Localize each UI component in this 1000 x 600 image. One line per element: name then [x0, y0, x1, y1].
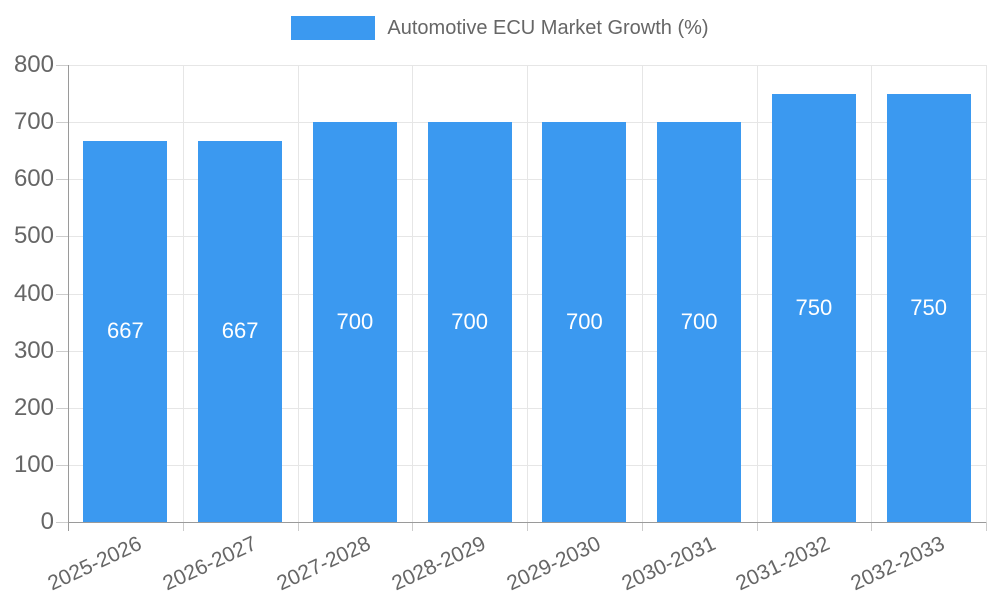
bar — [657, 122, 742, 522]
bar — [312, 122, 397, 522]
gridline-v — [412, 65, 414, 522]
y-tick-label: 500 — [13, 222, 54, 250]
bar — [886, 93, 971, 522]
x-tick-mark — [986, 522, 987, 531]
y-tick-label: 100 — [13, 450, 54, 478]
x-tick-mark — [527, 522, 528, 531]
x-axis-line — [68, 522, 986, 523]
y-tick-label: 0 — [40, 508, 54, 535]
y-tick-mark — [56, 464, 68, 466]
x-tick-mark — [182, 522, 184, 531]
x-tick-mark — [756, 522, 758, 531]
x-tick-label: 2030-2031 — [618, 532, 719, 596]
x-tick-label: 2028-2029 — [388, 532, 490, 596]
bar — [427, 122, 512, 522]
chart-legend[interactable]: Automotive ECU Market Growth (%) — [0, 16, 1000, 40]
x-tick-label: 2029-2030 — [503, 532, 605, 596]
y-tick-label: 400 — [13, 279, 54, 307]
y-tick-mark — [56, 122, 68, 124]
bar — [83, 140, 168, 522]
bar — [542, 122, 627, 522]
bar-value-label: 667 — [221, 318, 259, 344]
gridline-v — [527, 65, 528, 522]
y-tick-mark — [56, 236, 68, 238]
gridline-v — [182, 65, 184, 522]
y-tick-mark — [56, 407, 68, 409]
y-tick-mark — [56, 293, 68, 295]
y-tick-label: 700 — [13, 108, 54, 136]
bar — [771, 93, 856, 522]
y-tick-label: 300 — [13, 336, 54, 364]
gridline-v — [986, 65, 987, 522]
x-tick-label: 2032-2033 — [847, 532, 949, 596]
bar-value-label: 750 — [795, 294, 833, 320]
y-tick-label: 200 — [13, 393, 54, 421]
y-tick-label: 800 — [13, 51, 54, 78]
gridline-v — [641, 65, 643, 522]
bar-value-label: 700 — [451, 309, 488, 335]
x-tick-mark — [871, 522, 873, 531]
bar-value-label: 700 — [566, 309, 603, 335]
x-tick-label: 2031-2032 — [732, 532, 834, 596]
x-tick-mark — [297, 522, 299, 531]
bar-value-label: 667 — [107, 318, 144, 344]
y-tick-mark — [56, 179, 68, 181]
gridline-v — [297, 65, 299, 522]
x-tick-label: 2027-2028 — [273, 532, 375, 596]
y-axis-line — [68, 65, 69, 531]
gridline-v — [871, 65, 873, 522]
legend-label: Automotive ECU Market Growth (%) — [387, 16, 709, 39]
x-tick-label: 2026-2027 — [159, 532, 260, 596]
legend-swatch — [291, 16, 376, 40]
x-tick-label: 2025-2026 — [44, 532, 146, 596]
x-tick-mark — [412, 522, 414, 531]
bar-value-label: 750 — [910, 294, 947, 320]
bar — [198, 140, 283, 522]
y-tick-label: 600 — [13, 165, 54, 193]
x-tick-mark — [641, 522, 643, 531]
bar-value-label: 700 — [336, 309, 374, 335]
y-tick-mark — [56, 522, 68, 523]
bar-value-label: 700 — [680, 309, 718, 335]
gridline-v — [756, 65, 758, 522]
y-tick-mark — [56, 65, 68, 66]
y-tick-mark — [56, 350, 68, 352]
